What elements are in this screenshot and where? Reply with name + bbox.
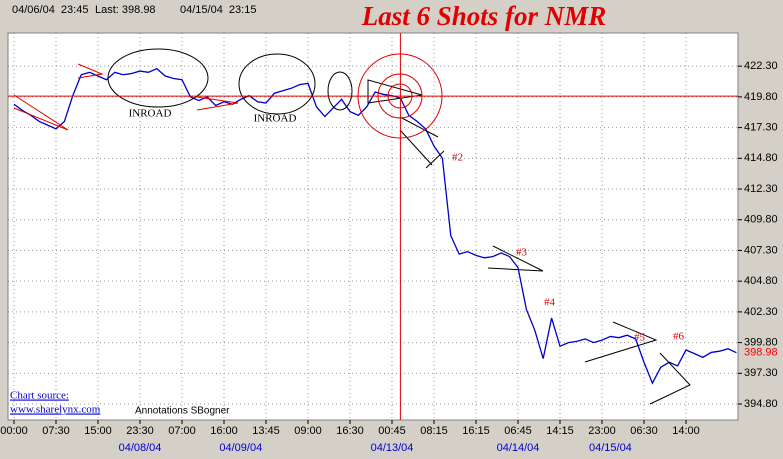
header-end: 04/15/04 23:15 xyxy=(180,4,256,16)
x-tick-label: 13:45 xyxy=(252,425,280,437)
annotations-credit: Annotations SBogner xyxy=(135,406,230,417)
x-tick-label: 06:30 xyxy=(630,425,658,437)
red-wedge xyxy=(13,94,69,131)
annotation: #5 xyxy=(634,332,646,344)
y-tick-label: 422.30 xyxy=(744,60,778,72)
x-tick-label: 07:30 xyxy=(42,425,70,437)
y-tick-label: 417.30 xyxy=(744,122,778,134)
date-label: 04/15/04 xyxy=(589,442,632,454)
red-wedge xyxy=(196,96,239,111)
header-start: 04/06/04 23:45 xyxy=(12,4,88,16)
x-tick-label: 09:00 xyxy=(294,425,322,437)
annotation: INROAD xyxy=(254,113,297,125)
header-last: Last: 398.98 xyxy=(95,4,156,16)
y-tick-label: 402.30 xyxy=(744,306,778,318)
y-tick-label: 394.80 xyxy=(744,398,778,410)
last-price-label: 398.98 xyxy=(744,347,778,359)
date-label: 04/13/04 xyxy=(371,442,414,454)
annotation: #6 xyxy=(673,331,685,343)
red-wedge xyxy=(77,63,104,79)
wedge xyxy=(584,321,658,363)
plot-area xyxy=(7,32,739,421)
x-tick-label: 16:00 xyxy=(210,425,238,437)
x-tick-label: 15:00 xyxy=(84,425,112,437)
y-tick-label: 412.30 xyxy=(744,183,778,195)
source-label: Chart source: xyxy=(10,390,69,402)
annotation-shapes xyxy=(107,48,691,405)
x-tick-label: 06:45 xyxy=(504,425,532,437)
ellipse xyxy=(327,71,353,111)
source-link[interactable]: www.sharelynx.com xyxy=(10,404,101,416)
wedge xyxy=(649,352,691,405)
x-tick-label: 23:00 xyxy=(588,425,616,437)
x-tick-label: 23:30 xyxy=(126,425,154,437)
wedge xyxy=(399,116,445,169)
annotation: #3 xyxy=(516,247,528,259)
x-tick-label: 16:15 xyxy=(462,425,490,437)
y-tick-label: 399.80 xyxy=(744,337,778,349)
date-label: 04/08/04 xyxy=(119,442,162,454)
wedge xyxy=(487,245,544,272)
annotation: #2 xyxy=(452,152,463,164)
date-label: 04/09/04 xyxy=(219,442,262,454)
x-tick-label: 07:00 xyxy=(168,425,196,437)
x-tick-label: 14:15 xyxy=(546,425,574,437)
x-tick-label: 00:45 xyxy=(378,425,406,437)
y-tick-label: 407.30 xyxy=(744,244,778,256)
y-tick-label: 419.80 xyxy=(744,91,778,103)
x-tick-label: 16:30 xyxy=(336,425,364,437)
annotation: #4 xyxy=(544,297,556,309)
y-tick-label: 414.80 xyxy=(744,152,778,164)
y-tick-label: 404.80 xyxy=(744,275,778,287)
x-tick-label: 14:00 xyxy=(672,425,700,437)
ellipse xyxy=(238,53,316,115)
triangle xyxy=(367,79,423,104)
date-label: 04/14/04 xyxy=(497,442,540,454)
annotation: INROAD xyxy=(129,108,172,120)
marks xyxy=(8,33,738,420)
chart-title: Last 6 Shots for NMR xyxy=(361,1,607,31)
x-tick-label: 00:00 xyxy=(0,425,28,437)
x-tick-label: 08:15 xyxy=(420,425,448,437)
ellipse xyxy=(107,48,209,108)
y-tick-label: 409.80 xyxy=(744,214,778,226)
y-tick-label: 397.30 xyxy=(744,367,778,379)
price-line xyxy=(13,67,737,385)
